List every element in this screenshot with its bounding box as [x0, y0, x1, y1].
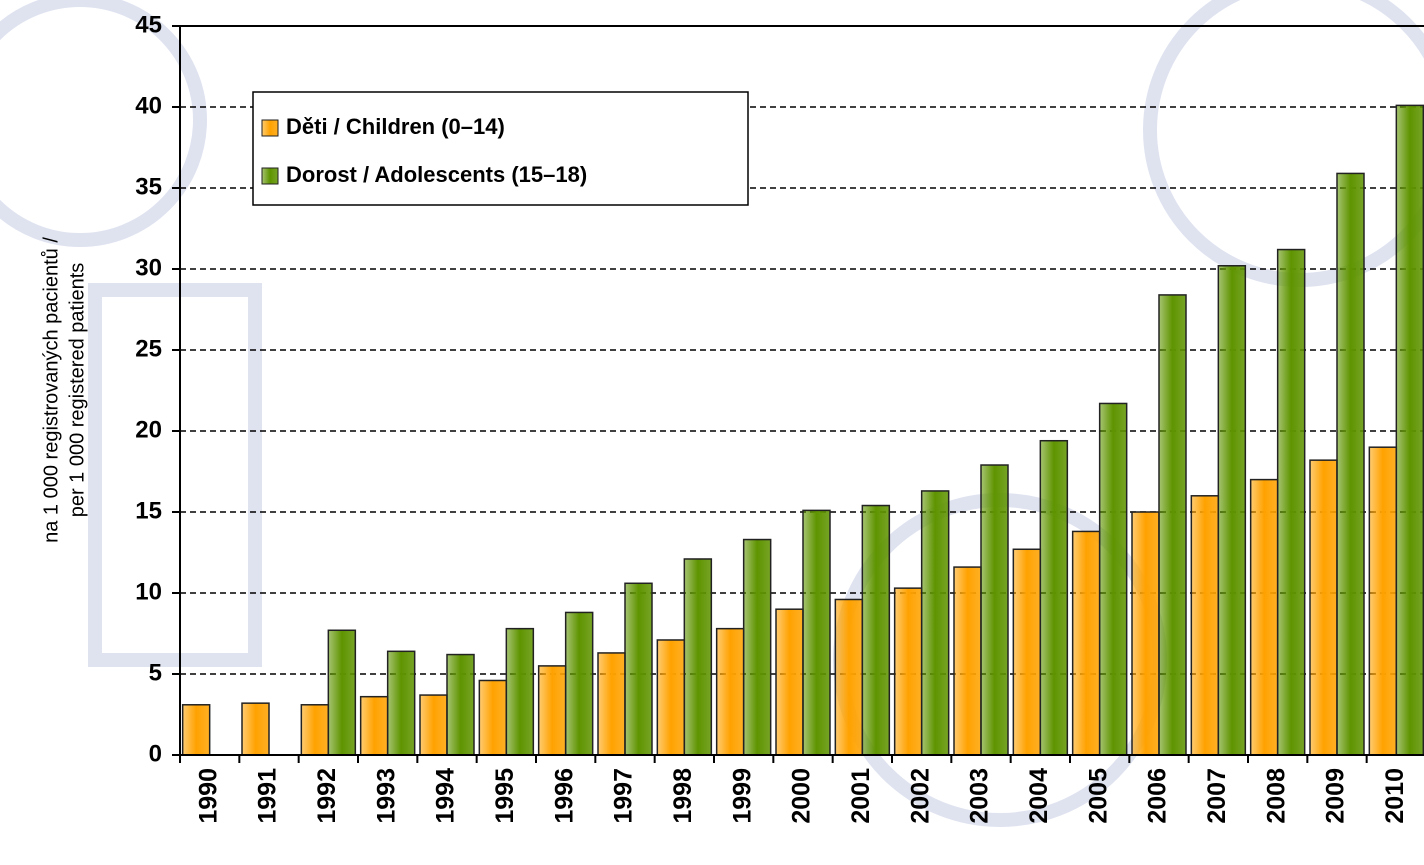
bar	[386, 650, 416, 756]
bar	[893, 587, 923, 756]
bar	[1071, 530, 1101, 756]
y-tick-label: 15	[135, 497, 162, 524]
bar	[1098, 402, 1128, 756]
bar	[446, 653, 475, 756]
bar	[1336, 172, 1365, 756]
bar	[656, 639, 686, 756]
bar	[775, 608, 804, 756]
legend: Děti / Children (0–14) Dorost / Adolescen…	[252, 91, 749, 206]
y-tick-label: 45	[135, 11, 162, 38]
bar	[1276, 248, 1306, 756]
legend-label: Dorost / Adolescents (15–18)	[286, 162, 587, 187]
bar	[241, 702, 270, 756]
bar	[300, 704, 330, 756]
bar	[597, 652, 626, 756]
bar	[742, 538, 772, 756]
x-tick-label: 1997	[610, 768, 638, 824]
x-tick-label: 2003	[966, 768, 994, 824]
x-tick-label: 2005	[1084, 768, 1112, 824]
bar	[1395, 104, 1424, 756]
bar	[1309, 459, 1338, 756]
bar	[683, 558, 713, 756]
x-tick-label: 1994	[432, 768, 460, 824]
bar	[1217, 265, 1247, 756]
bar	[715, 627, 745, 756]
bar	[1131, 511, 1160, 756]
y-tick-label: 30	[135, 254, 162, 281]
x-tick-label: 2008	[1262, 768, 1290, 824]
y-tick-label: 20	[135, 416, 162, 443]
y-tick-label: 10	[135, 578, 162, 605]
bar	[624, 582, 653, 756]
bar	[1190, 495, 1220, 756]
bar	[181, 704, 211, 756]
y-tick-label: 0	[149, 740, 162, 767]
bar	[980, 464, 1009, 756]
y-tick-label: 25	[135, 335, 162, 362]
bar	[537, 665, 567, 756]
y-tick-label: 35	[135, 173, 162, 200]
bar	[1249, 478, 1279, 756]
x-tick-label: 2006	[1144, 768, 1172, 824]
bar	[327, 629, 357, 756]
bar	[834, 598, 864, 756]
x-tick-label: 2004	[1025, 768, 1053, 824]
x-tick-label: 2000	[788, 768, 816, 824]
legend-box	[252, 91, 749, 206]
bar	[861, 504, 891, 756]
y-tick-label: 5	[149, 659, 162, 686]
x-tick-label: 2009	[1322, 768, 1350, 824]
x-tick-label: 1992	[313, 768, 341, 824]
bar	[920, 490, 950, 756]
x-tick-label: 1998	[669, 768, 697, 824]
x-tick-label: 2001	[847, 768, 875, 824]
bar	[953, 566, 982, 756]
bar	[359, 695, 389, 756]
x-tick-label: 1999	[728, 768, 756, 824]
bar	[1368, 446, 1398, 756]
x-tick-label: 1995	[491, 768, 519, 824]
x-tick-label: 1990	[194, 768, 222, 824]
bar	[419, 694, 448, 756]
y-axis-label: per 1 000 registered patients	[66, 263, 88, 518]
y-tick-label: 40	[135, 92, 162, 119]
x-tick-label: 1996	[550, 768, 578, 824]
bar	[802, 509, 831, 756]
x-tick-label: 2010	[1381, 768, 1409, 824]
x-tick-label: 1991	[254, 768, 282, 824]
legend-swatch	[261, 167, 279, 185]
x-tick-label: 1993	[372, 768, 400, 824]
legend-label: Děti / Children (0–14)	[286, 114, 505, 139]
bar	[1012, 548, 1042, 756]
x-tick-label: 2002	[906, 768, 934, 824]
bar	[478, 679, 508, 756]
legend-swatch	[261, 119, 279, 137]
bar	[505, 627, 535, 756]
bar	[564, 611, 594, 756]
y-axis-label: na 1 000 registrovaných pacientů /	[40, 237, 62, 543]
bar	[1039, 439, 1069, 756]
bar	[1158, 294, 1187, 756]
x-tick-label: 2007	[1203, 768, 1231, 824]
